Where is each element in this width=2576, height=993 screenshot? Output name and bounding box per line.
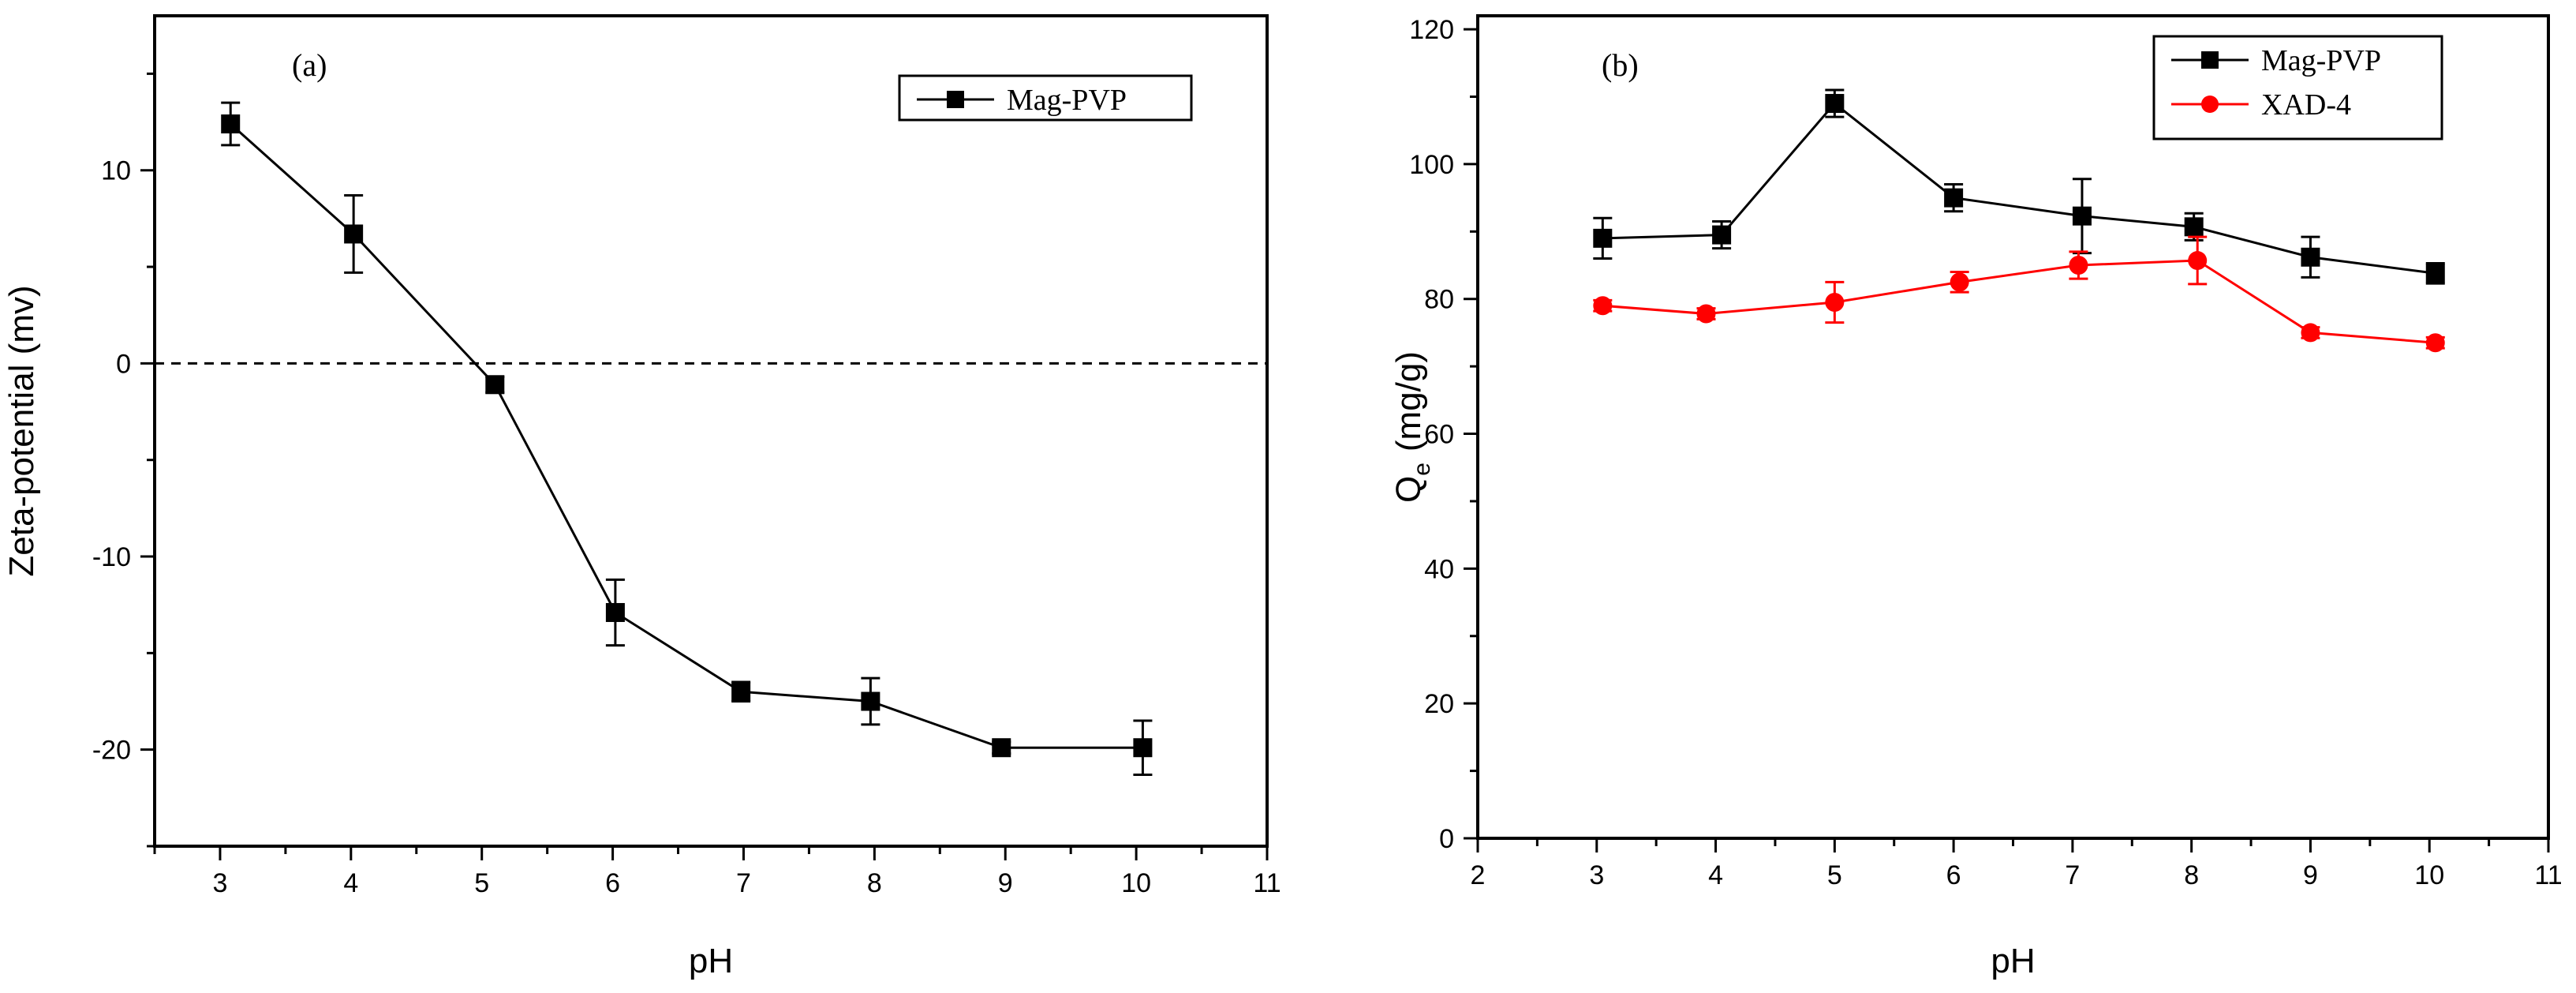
data-point bbox=[2069, 256, 2088, 275]
data-point bbox=[2184, 217, 2204, 237]
data-point bbox=[2425, 333, 2445, 353]
legend-label: XAD-4 bbox=[2261, 88, 2351, 122]
data-point bbox=[1712, 225, 1732, 245]
data-point bbox=[2301, 247, 2320, 267]
x-tick-label: 7 bbox=[2065, 860, 2080, 890]
x-tick-label: 2 bbox=[1471, 860, 1486, 890]
x-tick-label: 8 bbox=[867, 868, 882, 898]
x-tick-label: 5 bbox=[474, 868, 489, 898]
panel-label: (a) bbox=[292, 47, 327, 83]
data-point bbox=[1825, 292, 1845, 312]
y-tick-label: 80 bbox=[1424, 285, 1454, 315]
y-tick-label: -10 bbox=[92, 542, 131, 572]
x-tick-label: 9 bbox=[998, 868, 1013, 898]
x-tick-label: 11 bbox=[1253, 868, 1281, 898]
x-axis-label: pH bbox=[689, 942, 733, 980]
data-point bbox=[1593, 296, 1613, 316]
y-tick-label: 10 bbox=[101, 156, 131, 186]
x-tick-label: 4 bbox=[1708, 860, 1723, 890]
data-point bbox=[1593, 228, 1613, 248]
data-point bbox=[731, 682, 751, 702]
data-point bbox=[344, 224, 364, 244]
panel-label: (b) bbox=[1602, 47, 1639, 83]
x-tick-label: 3 bbox=[212, 868, 227, 898]
legend-label: Mag-PVP bbox=[2261, 44, 2381, 77]
y-tick-label: 120 bbox=[1409, 15, 1454, 45]
x-tick-label: 10 bbox=[2414, 860, 2444, 890]
x-tick-label: 4 bbox=[343, 868, 358, 898]
y-axis-label: Zeta-potential (mv) bbox=[2, 285, 41, 576]
legend-marker bbox=[947, 91, 964, 108]
data-point bbox=[221, 114, 241, 134]
series-line-mag-pvp bbox=[1602, 101, 2436, 275]
x-tick-label: 6 bbox=[605, 868, 620, 898]
data-point bbox=[1944, 188, 1964, 208]
x-tick-label: 9 bbox=[2303, 860, 2318, 890]
series-line-xad-4 bbox=[1602, 259, 2436, 344]
y-axis-label: Qe (mg/g) bbox=[1389, 351, 1435, 503]
legend: Mag-PVP bbox=[898, 74, 1193, 122]
y-axis-label-main: Q bbox=[1389, 476, 1428, 503]
x-axis-label: pH bbox=[1991, 942, 2035, 980]
x-tick-label: 7 bbox=[736, 868, 751, 898]
y-tick-label: 40 bbox=[1424, 554, 1454, 584]
data-point bbox=[1133, 738, 1153, 758]
x-tick-label: 11 bbox=[2534, 860, 2562, 890]
plot-frame bbox=[153, 14, 1269, 848]
data-point bbox=[1696, 304, 1716, 324]
data-point bbox=[605, 602, 625, 622]
x-tick-label: 6 bbox=[1946, 860, 1961, 890]
y-tick-label: 0 bbox=[1439, 824, 1454, 854]
y-tick-label: 60 bbox=[1424, 420, 1454, 450]
y-axis-label-unit: (mg/g) bbox=[1389, 351, 1428, 452]
series-line-mag-pvp bbox=[230, 122, 1143, 749]
data-point bbox=[1825, 94, 1845, 114]
data-point bbox=[2301, 323, 2320, 343]
data-point bbox=[2188, 251, 2208, 271]
legend: Mag-PVP XAD-4 bbox=[2152, 35, 2443, 141]
data-point bbox=[2425, 264, 2445, 283]
legend-marker bbox=[2201, 96, 2219, 113]
data-point bbox=[2072, 206, 2092, 226]
y-tick-label: 100 bbox=[1409, 150, 1454, 180]
legend-marker bbox=[2201, 51, 2219, 69]
data-point bbox=[485, 375, 505, 395]
x-tick-label: 3 bbox=[1589, 860, 1604, 890]
y-axis-label-subscript: e bbox=[1409, 463, 1435, 476]
chart-panel-b: 2 3 4 5 6 7 8 9 10 11 0 20 40 60 80 100 120 pH Qe (mg/g) (b)… bbox=[1389, 14, 2563, 980]
x-tick-label: 10 bbox=[1121, 868, 1151, 898]
data-point bbox=[1950, 272, 1969, 292]
y-tick-label: -20 bbox=[92, 736, 131, 766]
y-tick-label: 0 bbox=[116, 349, 131, 379]
y-tick-label: 20 bbox=[1424, 689, 1454, 719]
x-tick-label: 5 bbox=[1827, 860, 1842, 890]
data-point bbox=[992, 738, 1011, 758]
legend-label: Mag-PVP bbox=[1007, 84, 1127, 117]
x-tick-label: 8 bbox=[2184, 860, 2199, 890]
chart-panel-a: 3 4 5 6 7 8 9 10 11 -20 -10 0 10 pH Zeta-potential (mv… bbox=[2, 14, 1281, 980]
data-point bbox=[861, 691, 880, 711]
